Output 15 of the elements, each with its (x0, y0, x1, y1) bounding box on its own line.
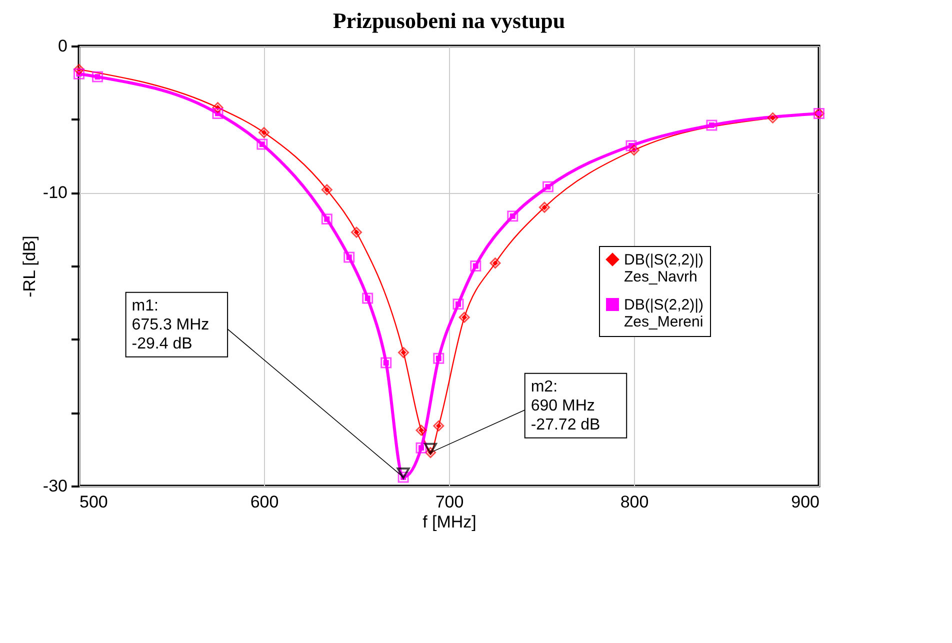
annotation: m1: 675.3 MHz -29.4 dB (132, 297, 210, 352)
legend-label: DB(|S(2,2)|) Zes_Navrh (624, 252, 704, 286)
y-tick-label: 0 (58, 36, 68, 56)
legend-label: DB(|S(2,2)|) Zes_Mereni (624, 296, 704, 330)
annotation: m2: 690 MHz -27.72 dB (530, 378, 600, 434)
x-tick-label: 600 (250, 492, 279, 512)
y-tick-label: -30 (42, 476, 68, 496)
y-tick-label: -10 (42, 183, 68, 202)
x-tick-label: 800 (620, 492, 649, 512)
y-axis-title: -RL [dB] (20, 236, 39, 298)
x-axis-title: f [MHz] (422, 512, 476, 532)
x-tick-label: 900 (791, 492, 820, 512)
chart-title: Prizpusobeni na vystupu (332, 8, 566, 33)
x-tick-label: 500 (80, 492, 108, 512)
x-tick-label: 700 (435, 492, 464, 512)
